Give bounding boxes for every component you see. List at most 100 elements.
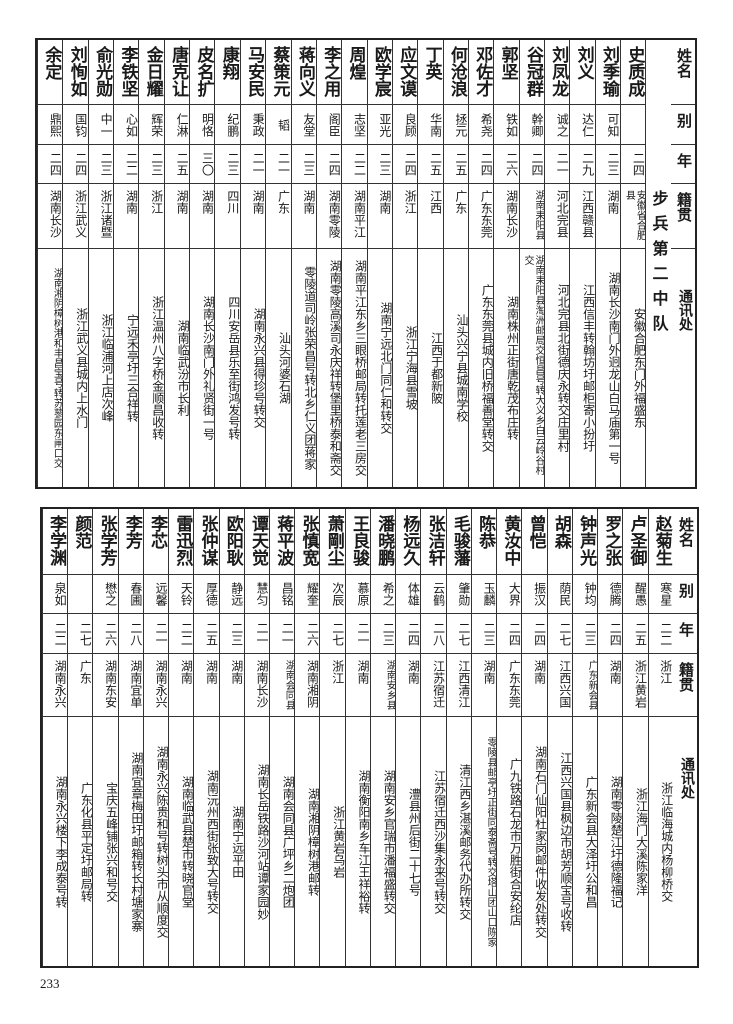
person-name-text: 萧剛尘 — [323, 515, 344, 566]
person-alias-text: 希尧 — [479, 112, 494, 137]
person-age-text: 二八 — [128, 621, 143, 646]
person-age-text: 二五 — [633, 621, 648, 646]
person-native-place: 湖南 — [164, 184, 190, 249]
person-address-text: 清江西乡湛溪邮务代办所转交 — [457, 763, 471, 920]
person-native-place-text: 湖南 — [204, 660, 219, 684]
person-alias-text: 诚之 — [555, 112, 570, 137]
person-address-text: 江西信丰转翰坊圩邮柜寄小扮圩 — [581, 284, 595, 452]
person-age: 二一 — [544, 145, 570, 184]
person-age-text: 二四 — [532, 621, 547, 646]
person-alias: 鼎熙 — [38, 105, 63, 145]
person-name: 刘凤龙 — [544, 40, 570, 105]
person-name: 皮名扩 — [190, 40, 215, 105]
person-column: 李学渊 泉如 二二 湖南永兴 湖南永兴楼下李成泰号转 — [41, 509, 68, 966]
person-native-place: 湖南 — [190, 184, 215, 249]
person-alias: 诚之 — [544, 105, 570, 145]
person-column: 李芯 远馨 二一 湖南永兴 湖南永兴陈贵和号转树头市从顺度交 — [142, 509, 169, 966]
person-address-text: 河北完县北街德庆永转交庄里村 — [556, 284, 570, 452]
person-address: 江苏宿迁西沙集永来号转交 — [421, 717, 446, 966]
person-age: 二四 — [38, 145, 63, 184]
person-name-text: 皮名扩 — [193, 46, 214, 97]
person-alias-text: 铁如 — [504, 112, 519, 137]
person-name: 黄汝中 — [497, 509, 522, 575]
person-address-text: 湖南宁远平田 — [230, 805, 244, 878]
person-name: 颜范 — [68, 509, 93, 575]
person-address: 江西兴国县枫边市胡芳顺宝号收转 — [548, 717, 572, 966]
person-age-text: 二七 — [330, 621, 345, 646]
person-name-text: 刘恂如 — [66, 46, 87, 97]
person-native-place: 湖南 — [522, 654, 547, 717]
person-native-place: 浙江 — [320, 654, 345, 717]
person-column: 史质成 二四 安徽省合肥县 安徽合肥东门外福盛东 — [619, 40, 646, 487]
person-age-text: 二四 — [327, 152, 342, 176]
person-age: 二七 — [446, 614, 471, 654]
person-address-text: 湖南长沙南门外迥龙山白马庙第一号 — [606, 272, 620, 464]
person-alias: 希尧 — [468, 105, 494, 145]
person-age: 二一 — [345, 614, 370, 654]
person-column: 李芳 春圃 二八 湖南宜单 湖南宜章梅田圩邮箱转长村塘家寨 — [117, 509, 143, 966]
person-age-text: 二三 — [605, 152, 620, 176]
person-alias-text: 体雄 — [406, 582, 421, 606]
person-alias: 亚光 — [367, 105, 392, 145]
person-address: 湖南长沙南门外迥龙山白马庙第一号 — [596, 249, 620, 487]
person-native-place: 江苏宿迁 — [421, 654, 446, 717]
person-alias: 辉荣 — [139, 105, 164, 145]
person-column: 康翔 纪鹏 二三 四川 四川安岳县乐至街鸿发号转 — [214, 40, 240, 487]
person-age-text: 二三 — [99, 152, 114, 176]
person-alias: 可知 — [595, 105, 620, 145]
person-name: 曾恺 — [522, 509, 547, 575]
person-name: 潘晓鹏 — [370, 509, 396, 575]
person-name: 钟声光 — [572, 509, 598, 575]
person-native-place-text: 湖南宜单 — [128, 660, 143, 708]
header-alias-text: 别号 — [671, 113, 693, 128]
person-column: 金日耀 辉荣 二三 浙江 浙江温州八字桥金顺昌收转 — [138, 40, 164, 487]
person-age-text: 二一 — [255, 621, 270, 646]
person-age: 二三 — [88, 145, 114, 184]
person-native-place: 湖南会同县 — [270, 654, 295, 717]
person-alias-text: 振汉 — [532, 582, 547, 606]
person-name-text: 张仲谋 — [197, 515, 218, 566]
person-age: 二五 — [194, 614, 219, 654]
person-alias — [68, 575, 93, 614]
person-name-text: 康翔 — [218, 46, 239, 80]
person-name: 张洁轩 — [421, 509, 446, 575]
person-address-text: 广东东莞县城内旧桥福善堂转交 — [480, 284, 494, 452]
person-address: 汕头河婆石湖 — [266, 249, 291, 487]
header-native: 籍贯 — [672, 654, 697, 717]
person-column: 陈恭 玉麟 二三 湖南 零陵县邮亭圩正街同泰斋号转交塔山团山口陈家 — [470, 509, 497, 966]
person-age: 二四 — [396, 614, 421, 654]
person-alias-text: 耀奎 — [305, 582, 320, 606]
person-age: 二七 — [547, 614, 572, 654]
person-age: 二三 — [219, 614, 244, 654]
person-age: 二二 — [114, 145, 139, 184]
person-native-place: 江西赣县 — [570, 184, 595, 249]
person-age-text: 二二 — [658, 621, 673, 646]
person-name: 李芯 — [143, 509, 169, 575]
person-age: 二五 — [623, 614, 648, 654]
person-native-place: 湖南 — [367, 184, 392, 249]
person-column: 刘义 达仁 二九 江西赣县 江西信丰转翰坊圩邮柜寄小扮圩 — [569, 40, 595, 487]
person-alias: 远馨 — [143, 575, 169, 614]
person-column: 王良骏 慕原 二一 湖南 湖南衡阳南乡车江王祥裕转 — [344, 509, 370, 966]
header-age-text: 年龄 — [673, 622, 695, 637]
person-name: 俞光勋 — [88, 40, 114, 105]
person-address: 浙江温州八字桥金顺昌收转 — [139, 249, 164, 487]
person-alias: 厚德 — [194, 575, 219, 614]
person-age-text: 二五 — [428, 152, 443, 176]
person-alias: 仁淋 — [164, 105, 190, 145]
person-name-text: 杨远久 — [399, 515, 420, 566]
person-age-text: 二三 — [377, 152, 392, 176]
person-age-text: 二四 — [403, 152, 418, 176]
person-address-text: 湖南零陵楚江圩德隆福记 — [609, 775, 623, 908]
person-column: 唐克让 仁淋 二五 湖南 湖南临武汾市长利 — [163, 40, 190, 487]
person-address-text: 湖南零陵高溪司永庆祥转堡里桥泰和斋交 — [328, 260, 342, 476]
person-alias-text: 纪鹏 — [225, 112, 240, 137]
person-native-place-text: 湖南 — [605, 190, 620, 214]
person-native-place-text: 河北完县 — [555, 190, 570, 238]
person-address-text: 湖南宜章梅田圩邮箱转长村塘家寨 — [129, 751, 143, 932]
person-address: 零陵县邮亭圩正街同泰斋号转交塔山团山口陈家 — [472, 717, 496, 966]
person-age-text: 二二 — [179, 621, 194, 646]
person-name-text: 史质成 — [624, 46, 645, 97]
person-age: 二三 — [595, 145, 620, 184]
person-address: 广东东莞县城内旧桥福善堂转交 — [469, 249, 493, 487]
